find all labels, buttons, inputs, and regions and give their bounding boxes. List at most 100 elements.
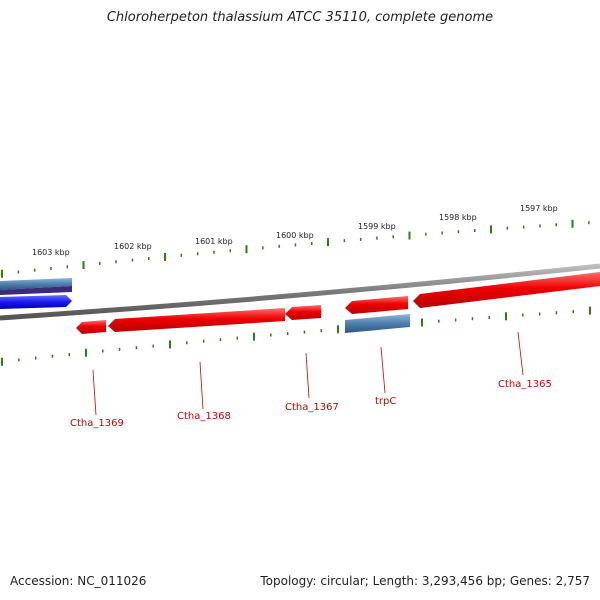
outer-scale-minor-tick [33,268,36,272]
outer-scale-minor-tick [539,224,541,228]
outer-scale-minor-tick [376,236,378,240]
inner-scale-major-tick [1,357,3,366]
outer-scale-ticks [1,219,590,278]
outer-scale-minor-tick [99,261,101,265]
inner-scale-major-tick [85,348,87,357]
outer-scale-major-tick [1,269,3,278]
inner-scale-minor-tick [286,332,289,336]
inner-scale-minor-tick [102,349,104,353]
leader-ctha-1369 [92,369,97,416]
leader-ctha-1367 [305,352,310,399]
inner-scale-minor-tick [236,336,238,340]
outer-scale-minor-tick [457,230,460,234]
outer-scale-minor-tick [115,260,117,264]
outer-scale-minor-tick [441,231,443,235]
inner-scale-minor-tick [186,341,188,345]
outer-scale-minor-tick [506,226,509,230]
outer-scale-minor-tick [474,229,476,232]
kbp-label-1598: 1598 kbp [439,213,477,222]
gene-label-ctha-1365[interactable]: Ctha_1365 [498,379,552,390]
outer-scale-minor-tick [294,243,297,247]
inner-scale-minor-tick [320,329,322,333]
inner-scale-minor-tick [522,313,524,317]
inner-scale-major-tick [253,332,255,341]
gene-ctha-1369[interactable] [76,320,106,334]
outer-scale-minor-tick [196,252,199,256]
kbp-label-1600: 1600 kbp [276,231,314,240]
outer-scale-major-tick [327,238,329,247]
outer-scale-minor-tick [148,257,150,260]
gene-label-ctha-1367[interactable]: Ctha_1367 [285,402,339,413]
leader-ctha-1368 [199,361,204,410]
genome-title: Chloroherpeton thalassium ATCC 35110, co… [106,10,494,25]
inner-scale-minor-tick [51,354,54,358]
inner-scale-major-tick [337,325,339,334]
outer-scale-minor-tick [311,242,313,245]
inner-scale-minor-tick [270,333,272,337]
outer-scale-major-tick [82,261,85,270]
inner-scale-minor-tick [303,330,306,334]
gene-label-ctha-1368[interactable]: Ctha_1368 [177,411,231,422]
inner-scale-minor-tick [438,319,440,323]
outer-scale-minor-tick [262,246,264,250]
outer-scale-minor-tick [555,223,557,227]
outer-scale-minor-tick [343,239,346,243]
gene-label-ctha-1369[interactable]: Ctha_1369 [70,418,124,429]
kbp-label-1601: 1601 kbp [195,237,233,246]
outer-scale-major-tick [245,245,248,254]
inner-scale-minor-tick [68,353,70,357]
outer-scale-minor-tick [392,235,394,239]
inner-scale-minor-tick [572,310,574,314]
outer-scale-minor-tick [522,225,525,229]
inner-scale-minor-tick [219,338,222,342]
outer-scale-major-tick [571,219,574,228]
gene-blue-forward-left[interactable] [0,295,72,309]
kbp-label-1599: 1599 kbp [358,222,396,231]
inner-scale-minor-tick [555,311,558,315]
inner-scale-minor-tick [34,356,37,360]
leader-trpc [380,346,386,394]
outer-scale-major-tick [490,225,492,234]
outer-scale-minor-tick [180,253,183,257]
outer-scale-minor-tick [359,237,362,241]
inner-scale-major-tick [421,318,423,327]
outer-scale-minor-tick [50,267,52,270]
outer-scale-major-tick [408,231,411,240]
outer-scale-minor-tick [229,249,231,253]
inner-scale-minor-tick [471,317,474,321]
inner-scale-minor-tick [152,344,154,348]
gene-1366-red[interactable] [345,296,408,314]
gene-ctha-1365[interactable] [413,272,600,308]
leader-ctha-1365 [517,331,524,376]
outer-scale-minor-tick [213,250,215,254]
outer-scale-minor-tick [588,221,590,225]
inner-scale-minor-tick [488,316,490,319]
inner-scale-minor-tick [454,318,457,322]
inner-scale-minor-tick [538,312,541,316]
gene-purple-forward-left[interactable] [0,286,72,295]
inner-scale-minor-tick [118,347,121,351]
kbp-label-1603: 1603 kbp [32,248,70,257]
gene-ctha-1368[interactable] [108,308,285,332]
gene-label-trpc[interactable]: trpC [375,396,396,407]
gene-ctha-1367[interactable] [285,305,321,320]
outer-scale-minor-tick [278,244,280,248]
kbp-label-1597: 1597 kbp [520,204,558,213]
inner-scale-minor-tick [202,339,205,343]
gene-trpc[interactable] [345,314,410,333]
inner-scale-major-tick [505,312,507,321]
accession-text: Accession: NC_011026 [10,574,147,588]
inner-scale-major-tick [169,340,171,349]
genome-backbone [0,263,600,321]
inner-scale-minor-tick [18,358,20,362]
kbp-label-1602: 1602 kbp [114,242,152,251]
outer-scale-minor-tick [66,265,68,269]
outer-scale-minor-tick [131,258,134,262]
outer-scale-minor-tick [17,270,20,274]
inner-scale-major-tick [589,306,591,315]
outer-scale-major-tick [164,252,166,261]
genome-summary-text: Topology: circular; Length: 3,293,456 bp… [260,574,590,588]
inner-scale-minor-tick [135,346,138,350]
